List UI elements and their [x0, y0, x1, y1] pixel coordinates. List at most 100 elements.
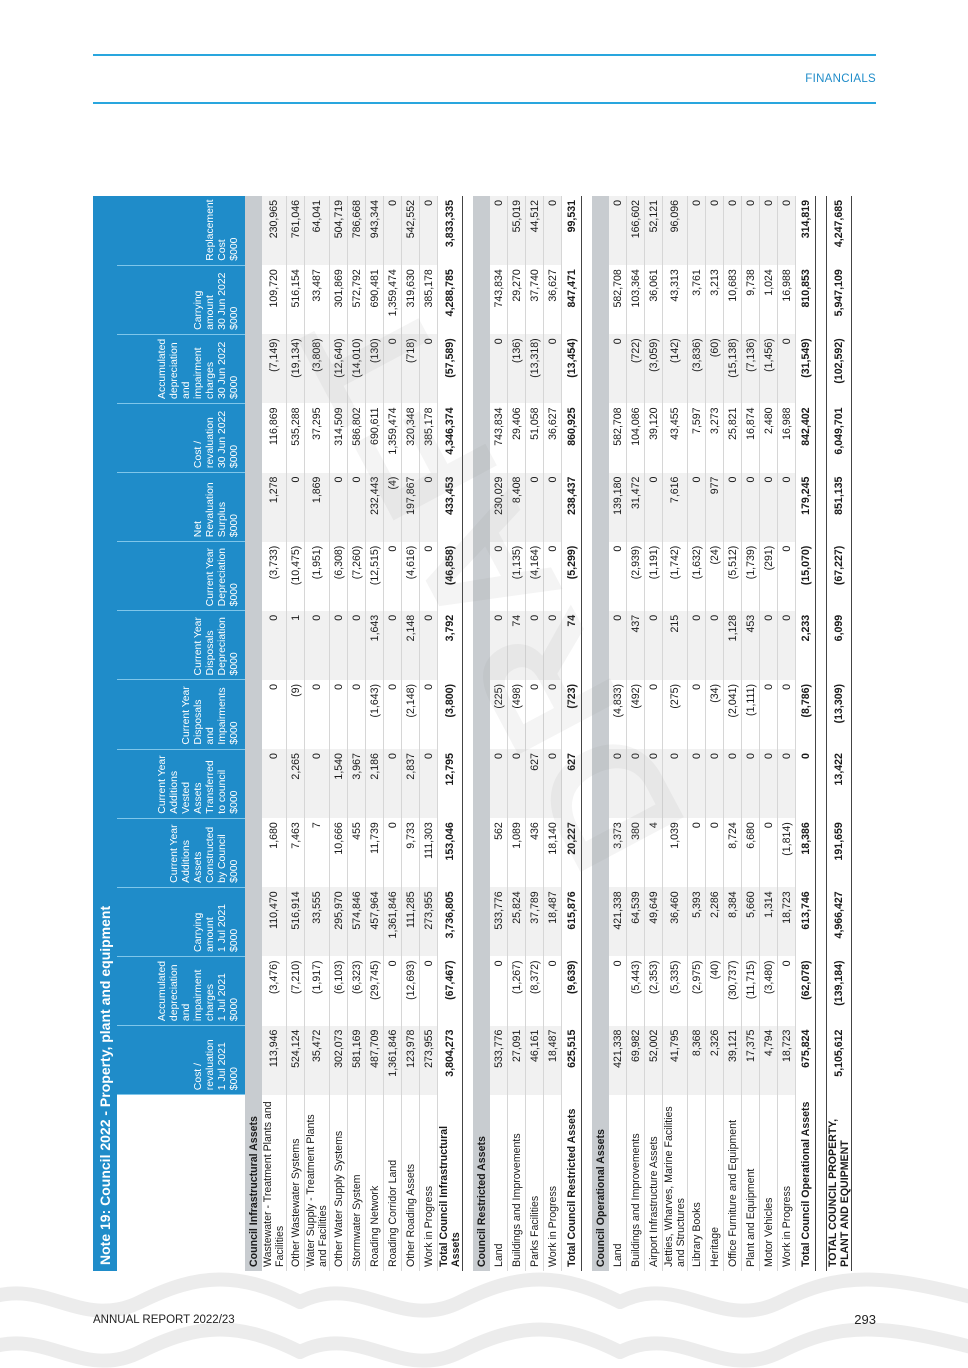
table-cell: 29,270	[507, 265, 526, 335]
grand-total-cell: 5,105,612	[826, 1025, 852, 1095]
table-cell: 582,708	[609, 403, 627, 473]
table-row: Buildings and Improvements 69,982 (5,443) 6…	[626, 196, 645, 1271]
table-cell: 0	[286, 472, 305, 542]
column-header: Current Year Additions Assets Constructe…	[117, 818, 245, 888]
table-cell: 16,874	[741, 403, 760, 473]
table-cell: 524,124	[286, 1025, 305, 1095]
table-cell: 2,186	[365, 749, 384, 819]
table-cell: 8,368	[687, 1025, 706, 1095]
table-cell: 302,073	[329, 1025, 348, 1095]
table-cell: 0	[383, 610, 402, 680]
table-cell: 18,723	[777, 1025, 796, 1095]
table-cell: 0	[383, 956, 402, 1026]
row-label: Plant and Equipment	[741, 1094, 760, 1271]
table-cell: (19,134)	[286, 334, 305, 404]
table-cell: 51,058	[525, 403, 544, 473]
total-cell: 625,515	[561, 1025, 582, 1095]
grand-total-cell: 13,422	[826, 749, 852, 819]
table-row: Work in Progress 273,955 0 273,955 111,303 0 0…	[419, 196, 438, 1271]
column-header: Cost / revaluation 1 Jul 2021 $000	[117, 1025, 245, 1095]
table-cell: 0	[490, 610, 508, 680]
table-cell: 0	[304, 749, 330, 819]
table-cell: 0	[759, 610, 778, 680]
table-cell: 1,128	[723, 610, 742, 680]
table-cell: 516,914	[286, 887, 305, 957]
table-cell: 2,837	[401, 749, 420, 819]
total-cell: 860,925	[561, 403, 582, 473]
total-cell: 847,471	[561, 265, 582, 335]
table-cell: 0	[490, 541, 508, 611]
table-cell: (24)	[705, 541, 724, 611]
total-cell: 179,245	[795, 472, 816, 542]
table-cell: 16,988	[777, 265, 796, 335]
table-cell: 9,738	[741, 265, 760, 335]
table-cell: 197,867	[401, 472, 420, 542]
table-cell: 943,344	[365, 196, 384, 266]
row-label: Heritage	[705, 1094, 724, 1271]
table-cell: 230,965	[262, 196, 287, 266]
table-cell: 111,303	[419, 818, 438, 888]
table-cell: 44,512	[525, 196, 544, 266]
table-cell: 0	[525, 679, 544, 750]
table-cell: (3,836)	[687, 334, 706, 404]
table-cell: 0	[759, 679, 778, 750]
table-cell: 0	[687, 472, 706, 542]
total-cell: (13,454)	[561, 334, 582, 404]
table-cell: 0	[419, 749, 438, 819]
table-cell: 0	[777, 472, 796, 542]
table-cell: 572,792	[347, 265, 366, 335]
section-gap	[581, 196, 592, 1271]
table-cell: (9)	[286, 679, 305, 750]
table-cell: 1,540	[329, 749, 348, 819]
table-cell: 3,373	[609, 818, 627, 888]
table-cell: 0	[304, 679, 330, 750]
table-cell: 215	[662, 610, 688, 680]
table-cell: 0	[723, 196, 742, 266]
row-label: Library Books	[687, 1094, 706, 1271]
table-cell: (14,010)	[347, 334, 366, 404]
table-cell: 0	[490, 196, 508, 266]
table-cell: (8,372)	[525, 956, 544, 1026]
section-label: FINANCIALS	[805, 73, 876, 85]
table-cell: (1,643)	[365, 679, 384, 750]
table-cell: (7,260)	[347, 541, 366, 611]
table-cell: (4)	[383, 472, 402, 542]
table-cell: 761,046	[286, 196, 305, 266]
total-cell: 433,453	[437, 472, 463, 542]
table-cell: 0	[759, 472, 778, 542]
table-cell: 0	[609, 956, 627, 1026]
table-cell: (12,640)	[329, 334, 348, 404]
table-cell: 0	[626, 749, 645, 819]
table-row: Heritage 2,326 (40) 2,286 0 0 (34) 0 (24) 977 3,27…	[705, 196, 724, 1271]
table-cell: (130)	[365, 334, 384, 404]
table-cell: 0	[419, 541, 438, 611]
table-cell: 0	[741, 196, 760, 266]
header-rule-bottom	[93, 102, 876, 104]
table-cell: 0	[609, 541, 627, 611]
total-cell: 153,046	[437, 818, 463, 888]
table-cell: 455	[347, 818, 366, 888]
total-cell: (15,070)	[795, 541, 816, 611]
table-cell: 1,680	[262, 818, 287, 888]
table-row: Other Wastewater Systems 524,124 (7,210) 51…	[286, 196, 305, 1271]
table-cell: 0	[777, 541, 796, 611]
total-cell: 842,402	[795, 403, 816, 473]
total-cell: 20,227	[561, 818, 582, 888]
table-cell: 3,967	[347, 749, 366, 819]
total-cell: 810,853	[795, 265, 816, 335]
table-cell: (1,191)	[644, 541, 663, 611]
header-rule-top	[93, 54, 876, 56]
table-cell: 533,776	[490, 1025, 508, 1095]
table-cell: 0	[705, 749, 724, 819]
table-cell: 0	[262, 610, 287, 680]
table-cell: 0	[543, 749, 562, 819]
footer-report-title: ANNUAL REPORT 2022/23	[93, 1314, 235, 1326]
table-cell: 35,472	[304, 1025, 330, 1095]
table-cell: 0	[329, 472, 348, 542]
table-cell: 0	[543, 679, 562, 750]
row-label: Land	[609, 1094, 627, 1271]
table-row: Jetties, Wharves, Marine Facilities and …	[662, 196, 688, 1271]
table-row: Parks Facilities 46,161 (8,372) 37,789 436 62…	[525, 196, 544, 1271]
table-row: Roading Network 487,709 (29,745) 457,964 11,…	[365, 196, 384, 1271]
total-cell: 99,531	[561, 196, 582, 266]
